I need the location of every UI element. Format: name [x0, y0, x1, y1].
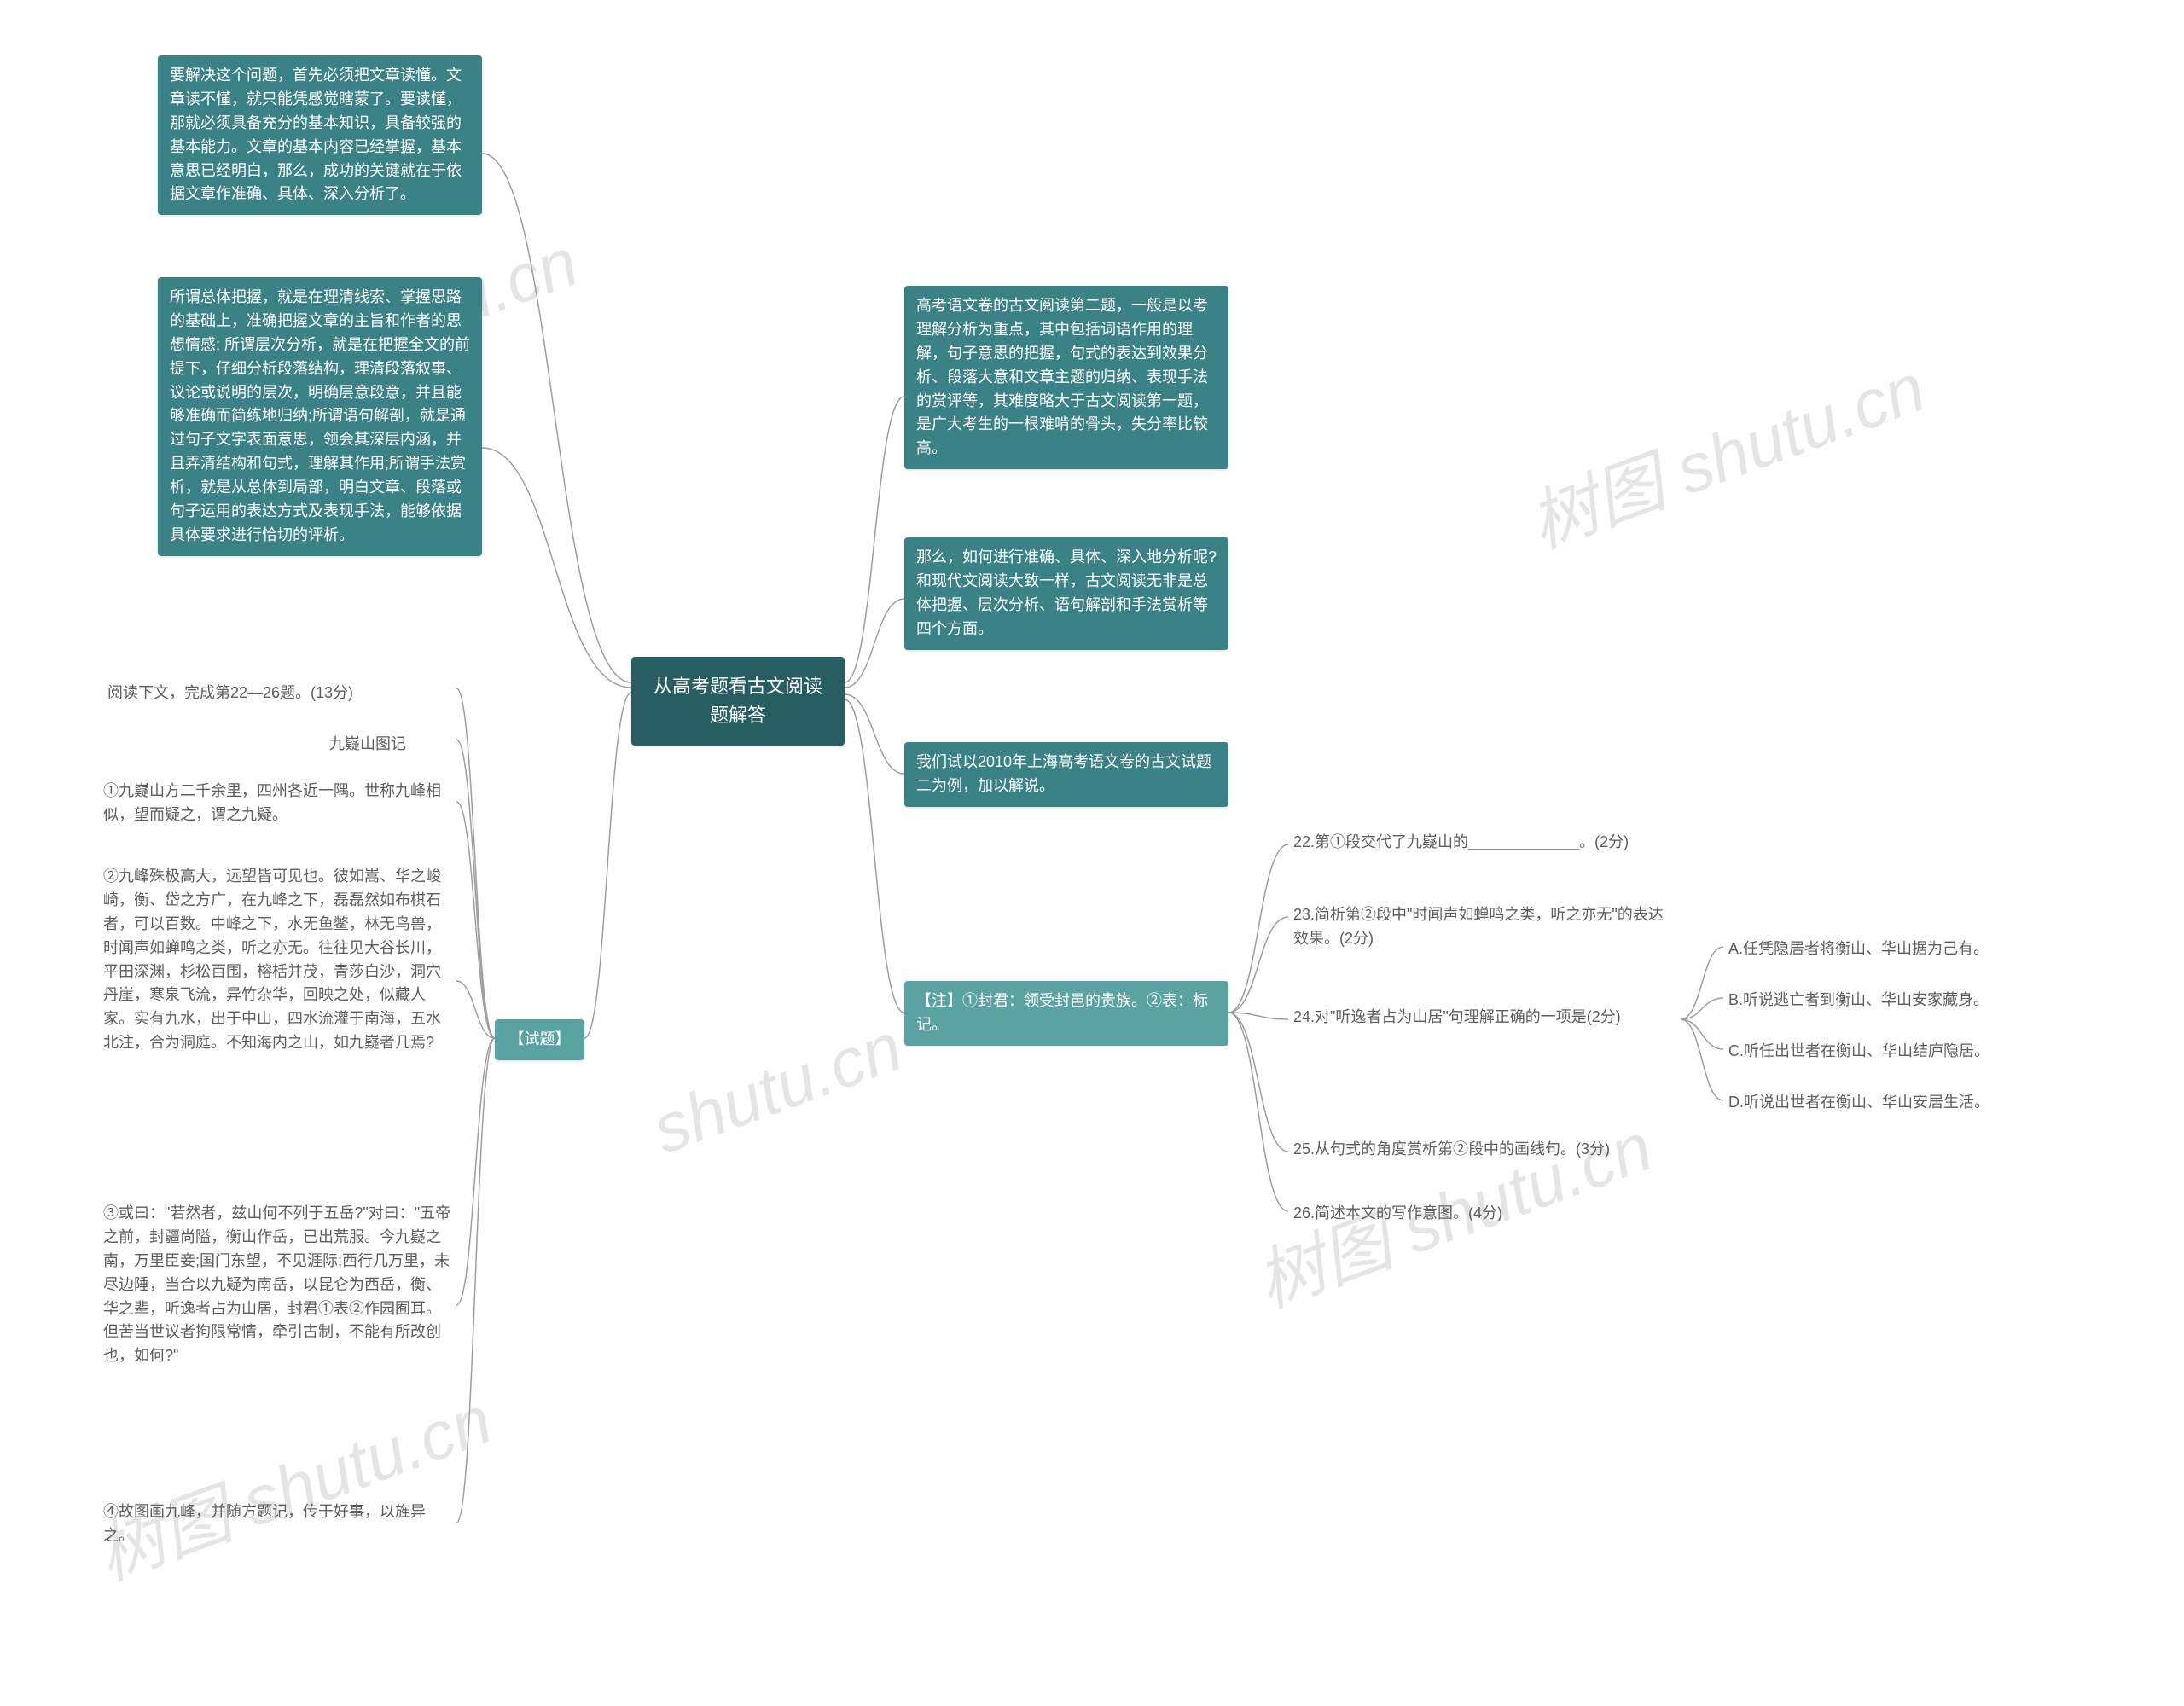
q-text: 25.从句式的角度赏析第②段中的画线句。(3分): [1293, 1140, 1610, 1158]
watermark: shutu.cn: [642, 1007, 912, 1169]
shiti-label[interactable]: 【试题】: [495, 1019, 584, 1060]
connectors: [0, 0, 2184, 1706]
left-block-2[interactable]: 所谓总体把握，就是在理清线索、掌握思路的基础上，准确把握文章的主旨和作者的思想情…: [158, 277, 482, 556]
p-text: ②九峰殊极高大，远望皆可见也。彼如嵩、华之峻崎，衡、岱之方广，在九峰之下，磊磊然…: [103, 868, 441, 1051]
node-text: 那么，如何进行准确、具体、深入地分析呢?和现代文阅读大致一样，古文阅读无非是总体…: [916, 548, 1217, 637]
passage-intro: 阅读下文，完成第22—26题。(13分): [102, 678, 461, 709]
opt-text: B.听说逃亡者到衡山、华山安家藏身。: [1728, 991, 1989, 1008]
node-text: 我们试以2010年上海高考语文卷的古文试题二为例，加以解说。: [916, 753, 1211, 794]
p-text: 阅读下文，完成第22—26题。(13分): [107, 684, 353, 701]
p-text: ④故图画九峰，并随方题记，传于好事，以旌异之。: [103, 1503, 426, 1544]
opt-text: A.任凭隐居者将衡山、华山据为己有。: [1728, 940, 1989, 957]
passage-title: 九嶷山图记: [324, 729, 461, 760]
node-text: 【注】①封君：领受封邑的贵族。②表：标记。: [916, 992, 1208, 1033]
q-text: 26.简述本文的写作意图。(4分): [1293, 1204, 1502, 1221]
node-text: 高考语文卷的古文阅读第二题，一般是以考理解分析为重点，其中包括词语作用的理解，句…: [916, 297, 1208, 456]
node-text: 所谓总体把握，就是在理清线索、掌握思路的基础上，准确把握文章的主旨和作者的思想情…: [170, 288, 470, 543]
p-text: ①九嶷山方二千余里，四州各近一隅。世称九峰相似，望而疑之，谓之九疑。: [103, 782, 441, 823]
node-text: 要解决这个问题，首先必须把文章读懂。文章读不懂，就只能凭感觉瞎蒙了。要读懂，那就…: [170, 67, 462, 202]
watermark: 树图 shutu.cn: [1514, 334, 1937, 568]
passage-para-4: ④故图画九峰，并随方题记，传于好事，以旌异之。: [98, 1497, 456, 1552]
q-text: 22.第①段交代了九嶷山的_____________。(2分): [1293, 833, 1629, 850]
p-text: ③或曰："若然者，兹山何不列于五岳?"对曰："五帝之前，封疆尚隘，衡山作岳，已出…: [103, 1204, 450, 1364]
question-24: 24.对"听逸者占为山居"句理解正确的一项是(2分): [1288, 1002, 1681, 1033]
question-24-option-b: B.听说逃亡者到衡山、华山安家藏身。: [1723, 985, 2039, 1016]
question-23: 23.简析第②段中"时闻声如蝉鸣之类，听之亦无"的表达效果。(2分): [1288, 900, 1681, 955]
question-26: 26.简述本文的写作意图。(4分): [1288, 1198, 1681, 1229]
question-24-option-a: A.任凭隐居者将衡山、华山据为己有。: [1723, 934, 2039, 965]
question-24-option-c: C.听任出世者在衡山、华山结庐隐居。: [1723, 1036, 2039, 1067]
question-24-option-d: D.听说出世者在衡山、华山安居生活。: [1723, 1088, 2039, 1118]
question-22: 22.第①段交代了九嶷山的_____________。(2分): [1288, 827, 1681, 858]
passage-para-2: ②九峰殊极高大，远望皆可见也。彼如嵩、华之峻崎，衡、岱之方广，在九峰之下，磊磊然…: [98, 862, 456, 1059]
right-block-2[interactable]: 那么，如何进行准确、具体、深入地分析呢?和现代文阅读大致一样，古文阅读无非是总体…: [904, 537, 1228, 650]
left-block-1[interactable]: 要解决这个问题，首先必须把文章读懂。文章读不懂，就只能凭感觉瞎蒙了。要读懂，那就…: [158, 55, 482, 215]
q-text: 23.简析第②段中"时闻声如蝉鸣之类，听之亦无"的表达效果。(2分): [1293, 906, 1664, 947]
p-text: 九嶷山图记: [329, 735, 406, 752]
right-block-3[interactable]: 我们试以2010年上海高考语文卷的古文试题二为例，加以解说。: [904, 742, 1228, 807]
question-25: 25.从句式的角度赏析第②段中的画线句。(3分): [1288, 1134, 1681, 1165]
node-text: 【试题】: [509, 1030, 571, 1047]
passage-para-1: ①九嶷山方二千余里，四州各近一隅。世称九峰相似，望而疑之，谓之九疑。: [98, 776, 456, 831]
opt-text: C.听任出世者在衡山、华山结庐隐居。: [1728, 1042, 1989, 1059]
watermark: 树图 shutu.cn: [81, 1366, 503, 1600]
passage-para-3: ③或曰："若然者，兹山何不列于五岳?"对曰："五帝之前，封疆尚隘，衡山作岳，已出…: [98, 1198, 456, 1372]
q-text: 24.对"听逸者占为山居"句理解正确的一项是(2分): [1293, 1008, 1621, 1025]
right-note-block[interactable]: 【注】①封君：领受封邑的贵族。②表：标记。: [904, 981, 1228, 1046]
right-block-1[interactable]: 高考语文卷的古文阅读第二题，一般是以考理解分析为重点，其中包括词语作用的理解，句…: [904, 286, 1228, 469]
opt-text: D.听说出世者在衡山、华山安居生活。: [1728, 1094, 1989, 1111]
root-label: 从高考题看古文阅读题解答: [653, 676, 822, 726]
root-node[interactable]: 从高考题看古文阅读题解答: [631, 657, 845, 746]
